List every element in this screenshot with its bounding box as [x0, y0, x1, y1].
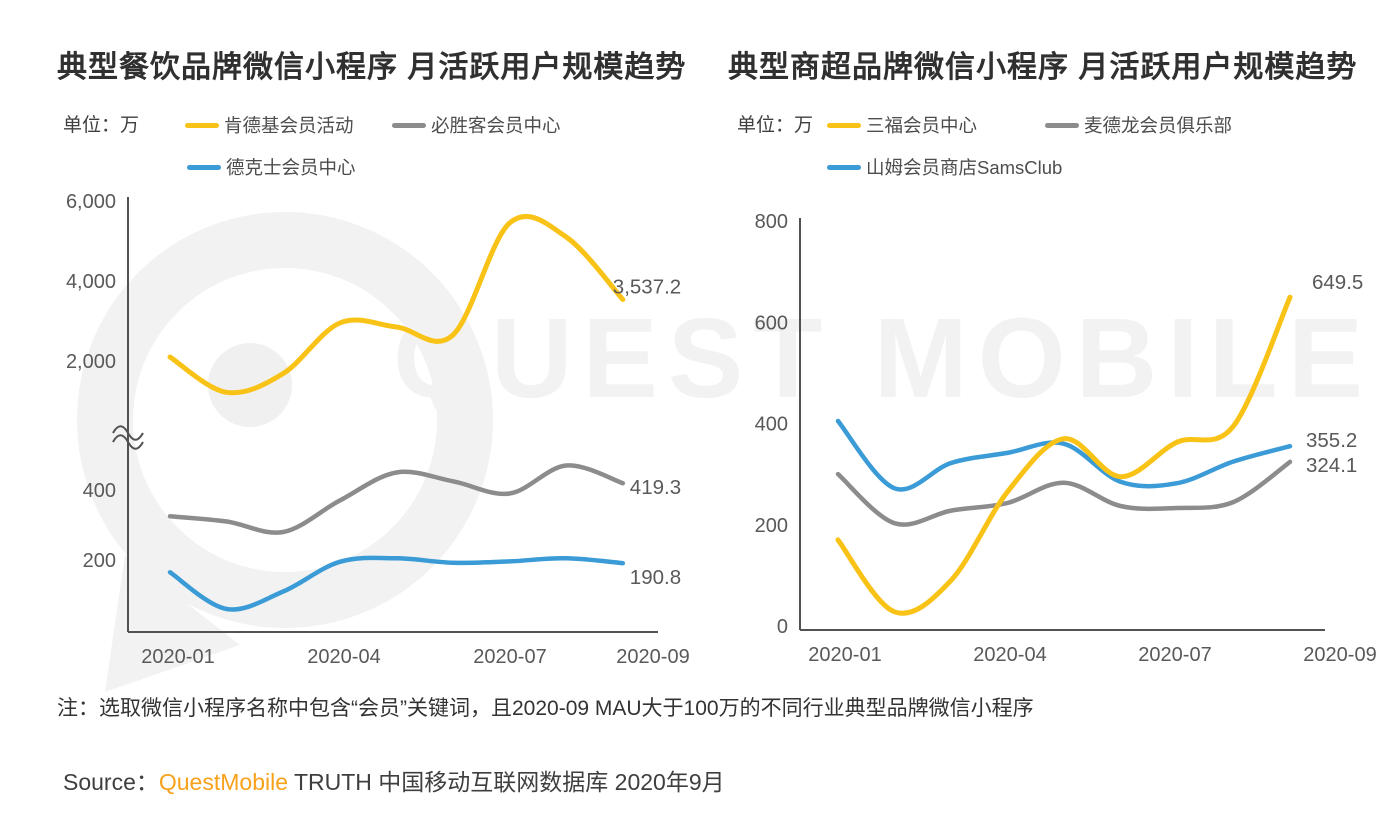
series-line-0-2: [167, 555, 626, 612]
y-tick-label: 200: [83, 550, 116, 572]
legend-item-1-1: 麦德龙会员俱乐部: [1045, 113, 1232, 137]
legend-swatch: [827, 122, 861, 128]
x-tick-label: 2020-07: [1138, 644, 1211, 666]
legend-swatch: [392, 122, 426, 128]
chart-0: 6,000 4,000 2,000 400 200 2020-01 2020-04 2020-…: [66, 191, 690, 668]
series-end-label: 190.8: [630, 566, 681, 589]
series-line-1-1: [835, 459, 1293, 527]
unit-label-right: 单位：万: [737, 115, 814, 136]
series-line-0-0: [167, 214, 626, 396]
legend-item-label: 肯德基会员活动: [224, 115, 354, 136]
legend-swatch: [1045, 122, 1079, 128]
legend-item-label: 麦德龙会员俱乐部: [1084, 115, 1233, 136]
series-line-1-2: [835, 418, 1293, 492]
series-end-label: 419.3: [630, 476, 681, 499]
x-tick-label: 2020-01: [808, 644, 881, 666]
x-tick-label: 2020-01: [141, 646, 214, 668]
x-tick-label: 2020-09: [616, 646, 689, 668]
legend-item-0-2: 德克士会员中心: [187, 155, 356, 179]
legend-item-0-1: 必胜客会员中心: [392, 113, 561, 137]
source-prefix: Source：: [63, 769, 159, 795]
y-tick-label: 400: [755, 414, 788, 436]
series-end-label: 324.1: [1306, 454, 1357, 477]
legend-swatch: [187, 164, 221, 170]
chart-title-right: 典型商超品牌微信小程序 月活跃用户规模趋势: [728, 51, 1358, 84]
x-tick-label: 2020-04: [973, 644, 1046, 666]
legend-item-0-0: 肯德基会员活动: [185, 113, 354, 137]
chart-1: 0 200 400 600 800 2020-01 2020-04 2020-07 2020-0…: [755, 211, 1377, 666]
series-end-label: 355.2: [1306, 429, 1357, 452]
y-tick-label: 0: [777, 616, 788, 638]
watermark-text: QUEST MOBILE: [393, 295, 1374, 421]
logo-tail: [105, 555, 240, 692]
footnote: 注：选取微信小程序名称中包含“会员”关键词，且2020-09 MAU大于100万…: [57, 697, 1034, 720]
y-tick-label: 2,000: [66, 351, 116, 373]
legend-swatch: [185, 122, 219, 128]
x-tick-label: 2020-07: [473, 646, 546, 668]
source-rest: TRUTH 中国移动互联网数据库 2020年9月: [288, 769, 725, 795]
y-tick-label: 4,000: [66, 271, 116, 293]
y-axis-break: [112, 425, 144, 441]
legend-swatch: [827, 164, 861, 170]
logo-dot: [208, 343, 292, 427]
y-tick-label: 400: [83, 480, 116, 502]
y-tick-label: 6,000: [66, 191, 116, 213]
series-end-label: 3,537.2: [613, 276, 681, 299]
y-tick-label: 200: [755, 515, 788, 537]
legend-item-label: 三福会员中心: [866, 115, 978, 136]
logo-ring: [77, 212, 493, 628]
legend-item-1-0: 三福会员中心: [827, 113, 977, 137]
unit-label-left: 单位：万: [63, 115, 140, 136]
legend-item-label: 必胜客会员中心: [431, 115, 561, 136]
source-brand: QuestMobile: [158, 769, 288, 795]
x-tick-label: 2020-04: [307, 646, 380, 668]
x-tick-label: 2020-09: [1303, 644, 1376, 666]
legend-item-label: 德克士会员中心: [226, 157, 356, 178]
y-tick-label: 800: [755, 211, 788, 233]
legend-item-label: 山姆会员商店SamsClub: [866, 157, 1063, 178]
series-end-label: 649.5: [1312, 271, 1363, 294]
y-tick-label: 600: [755, 312, 788, 334]
series-line-0-1: [167, 463, 626, 535]
legend-item-1-2: 山姆会员商店SamsClub: [827, 155, 1062, 179]
y-axis-break: [112, 434, 144, 450]
source-line: Source：QuestMobile TRUTH 中国移动互联网数据库 2020…: [63, 763, 725, 797]
series-line-1-0: [835, 294, 1293, 616]
chart-title-left: 典型餐饮品牌微信小程序 月活跃用户规模趋势: [57, 51, 687, 84]
